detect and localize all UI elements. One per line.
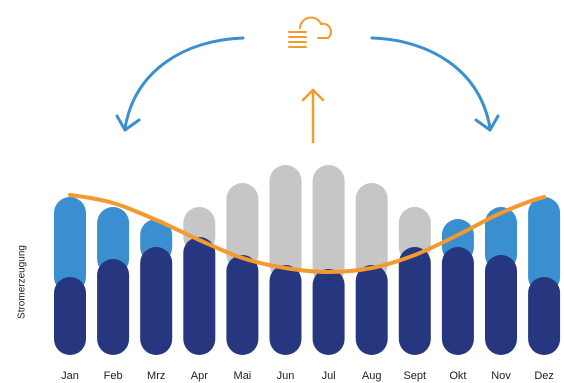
bar-upper bbox=[355, 183, 388, 281]
x-tick-label: Mrz bbox=[147, 370, 165, 382]
bar-lower bbox=[355, 265, 388, 355]
line bbox=[68, 193, 547, 275]
bar-upper bbox=[485, 207, 517, 271]
bar-lower bbox=[97, 259, 130, 355]
curved-arrows bbox=[115, 36, 500, 132]
bar-upper bbox=[528, 197, 561, 293]
bar-upper bbox=[54, 197, 86, 293]
bar-lower bbox=[140, 247, 173, 355]
bar-lower bbox=[398, 247, 431, 355]
bar-upper bbox=[226, 183, 259, 271]
bar-lower bbox=[528, 277, 561, 355]
bar-upper bbox=[398, 207, 431, 263]
x-tick-label: Okt bbox=[449, 370, 466, 382]
x-tick-label: Jul bbox=[322, 370, 336, 382]
x-tick-label: Feb bbox=[104, 370, 123, 382]
up-arrow bbox=[301, 88, 325, 144]
x-tick-label: Dez bbox=[534, 370, 554, 382]
x-tick-label: Mai bbox=[234, 370, 252, 382]
bar-lower bbox=[183, 237, 216, 355]
x-tick-label: Nov bbox=[491, 370, 511, 382]
bar-lower bbox=[54, 277, 86, 355]
x-tick-label: Sept bbox=[403, 370, 426, 382]
x-tick-label: Jun bbox=[277, 370, 295, 382]
bar-lower bbox=[269, 265, 302, 355]
bar-lower bbox=[485, 255, 517, 355]
bar-upper bbox=[97, 207, 130, 275]
bar-upper bbox=[312, 165, 345, 285]
y-axis-label: Stromerzeugung bbox=[17, 245, 28, 319]
bar-upper bbox=[269, 165, 302, 281]
x-tick-label: Aug bbox=[362, 370, 382, 382]
bar-lower bbox=[312, 269, 345, 355]
bar-lower bbox=[226, 255, 259, 355]
bar-lower bbox=[441, 247, 474, 355]
x-tick-label: Apr bbox=[191, 370, 208, 382]
cloud-icon bbox=[288, 16, 332, 48]
x-tick-label: Jan bbox=[61, 370, 79, 382]
